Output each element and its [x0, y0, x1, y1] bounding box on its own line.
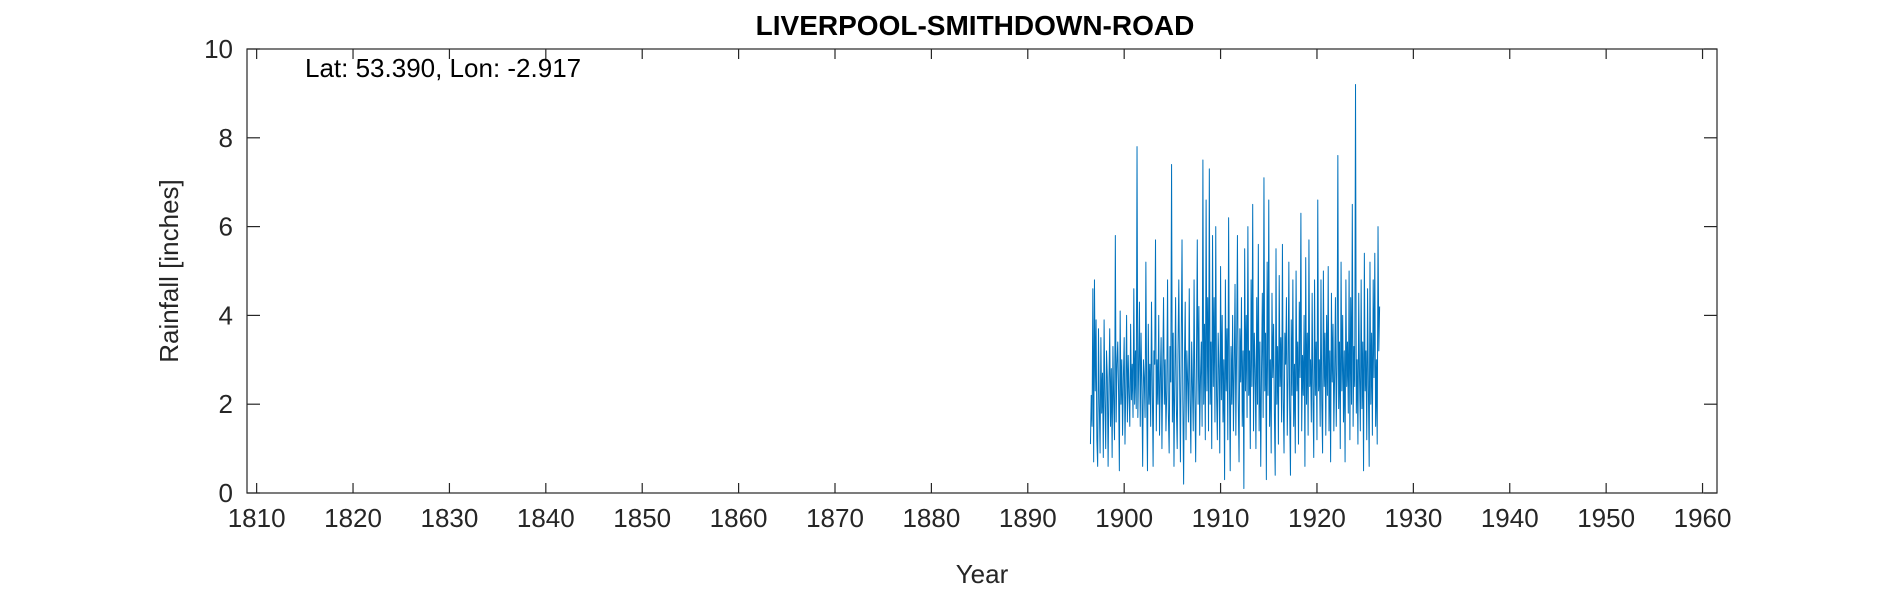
- x-tick-label: 1810: [228, 503, 286, 533]
- y-axis: 0 2 4 6 8 10: [204, 34, 1717, 508]
- x-tick-label: 1900: [1095, 503, 1153, 533]
- rainfall-series-line: [1089, 84, 1381, 490]
- y-tick-label: 4: [219, 300, 233, 330]
- x-tick-label: 1860: [710, 503, 768, 533]
- plot-area: [246, 48, 1718, 494]
- x-tick-label: 1940: [1481, 503, 1539, 533]
- x-tick-label: 1830: [421, 503, 479, 533]
- x-tick-label: 1910: [1192, 503, 1250, 533]
- x-tick-label: 1840: [517, 503, 575, 533]
- x-tick-label: 1880: [902, 503, 960, 533]
- y-tick-label: 0: [219, 478, 233, 508]
- station-coordinates: Lat: 53.390, Lon: -2.917: [305, 53, 581, 83]
- plot-frame: [246, 48, 1718, 494]
- x-tick-label: 1870: [806, 503, 864, 533]
- y-axis-label: Rainfall [inches]: [154, 179, 184, 363]
- x-axis-label: Year: [956, 559, 1009, 589]
- y-tick-label: 10: [204, 34, 233, 64]
- x-tick-label: 1850: [613, 503, 671, 533]
- y-tick-label: 8: [219, 123, 233, 153]
- x-axis: 1810 1820 1830 1840 1850 1860 1870 1880 1890 1900…: [228, 49, 1732, 533]
- chart-title: LIVERPOOL-SMITHDOWN-ROAD: [756, 10, 1195, 41]
- y-tick-label: 2: [219, 389, 233, 419]
- series-group: [1089, 84, 1381, 490]
- x-tick-label: 1890: [999, 503, 1057, 533]
- x-tick-label: 1920: [1288, 503, 1346, 533]
- x-tick-label: 1820: [324, 503, 382, 533]
- x-tick-label: 1950: [1577, 503, 1635, 533]
- x-tick-label: 1930: [1384, 503, 1442, 533]
- x-tick-label: 1960: [1674, 503, 1732, 533]
- y-tick-label: 6: [219, 212, 233, 242]
